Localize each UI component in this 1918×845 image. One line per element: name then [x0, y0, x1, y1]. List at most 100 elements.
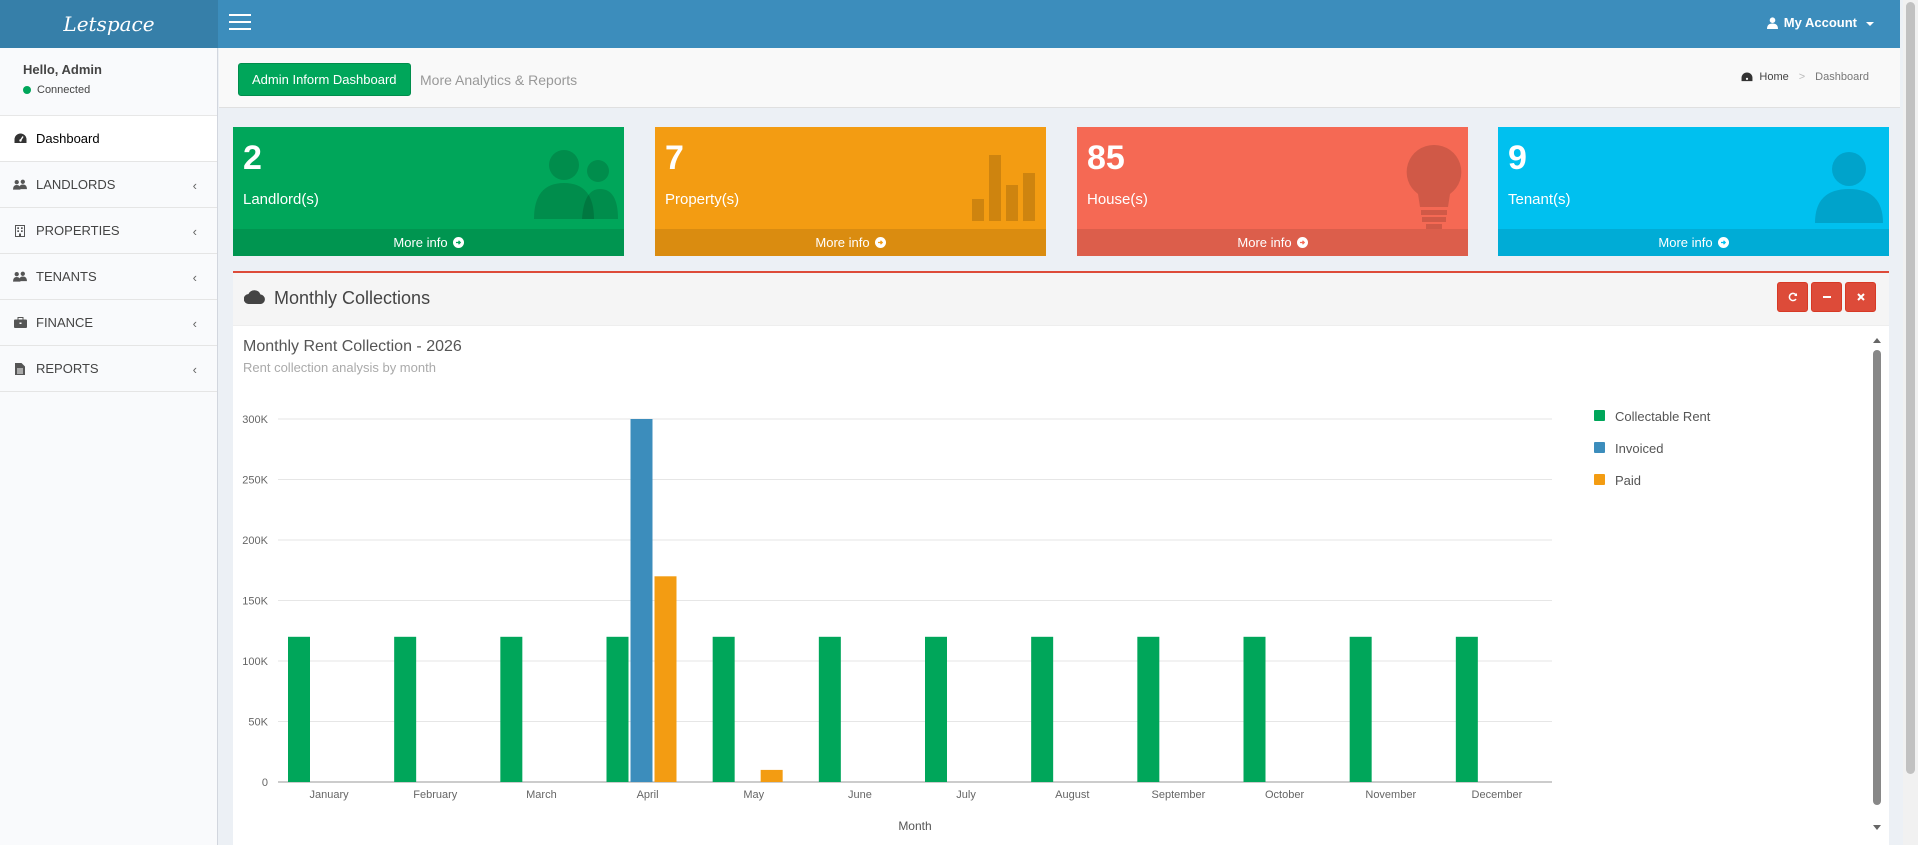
sidebar-item-finance[interactable]: FINANCE ‹ — [0, 300, 217, 346]
x-axis-label: Month — [898, 819, 931, 833]
legend-swatch — [1594, 474, 1605, 485]
briefcase-icon — [13, 317, 27, 329]
my-account-label: My Account — [1783, 15, 1857, 30]
breadcrumb-separator: > — [1798, 71, 1806, 83]
stat-value: 2 — [243, 139, 262, 177]
scrollbar-thumb[interactable] — [1873, 350, 1881, 805]
x-tick-label: December — [1472, 789, 1523, 801]
cloud-icon — [244, 290, 265, 304]
sidebar-item-label: FINANCE — [36, 315, 94, 330]
more-info-label: More info — [1658, 235, 1713, 250]
refresh-icon — [1788, 292, 1797, 302]
panel-title: Monthly Collections — [274, 288, 431, 308]
legend-label: Collectable Rent — [1615, 409, 1711, 424]
dashboard-icon — [13, 133, 27, 145]
x-tick-label: August — [1055, 789, 1089, 801]
chevron-left-icon: ‹ — [192, 316, 197, 331]
chevron-left-icon: ‹ — [192, 178, 197, 193]
sidebar-item-properties[interactable]: PROPERTIES ‹ — [0, 208, 217, 254]
legend-swatch — [1594, 410, 1605, 421]
more-info-label: More info — [1237, 235, 1292, 250]
building-icon — [13, 224, 27, 237]
sidebar-item-dashboard[interactable]: Dashboard — [0, 116, 217, 162]
arrow-circle-right-icon — [874, 237, 886, 248]
chevron-left-icon: ‹ — [192, 270, 197, 285]
legend-label: Paid — [1615, 473, 1641, 488]
chevron-left-icon: ‹ — [192, 362, 197, 377]
panel-header: Monthly Collections — [233, 273, 1889, 326]
more-info-link[interactable]: More info — [233, 229, 624, 256]
x-tick-label: October — [1265, 789, 1304, 801]
bar-chart-icon — [972, 155, 1035, 221]
chart-scrollbar[interactable] — [1872, 338, 1882, 830]
stat-box-tenants: 9 Tenant(s) More info — [1498, 127, 1889, 256]
content-header: Admin Inform Dashboard More Analytics & … — [219, 48, 1900, 108]
bar-collectable-rent — [1243, 636, 1266, 782]
y-tick-label: 0 — [262, 777, 268, 789]
bar-collectable-rent — [1455, 636, 1478, 782]
arrow-circle-right-icon — [452, 237, 464, 248]
breadcrumb-home-link[interactable]: Home — [1759, 71, 1789, 83]
x-tick-label: April — [637, 789, 659, 801]
window-scrollbar-thumb[interactable] — [1906, 2, 1915, 774]
y-tick-label: 250K — [242, 475, 268, 487]
stat-label: Landlord(s) — [243, 191, 319, 208]
sidebar-item-tenants[interactable]: TENANTS ‹ — [0, 254, 217, 300]
window-scrollbar[interactable] — [1903, 0, 1918, 845]
users-icon — [13, 179, 27, 191]
x-tick-label: January — [310, 789, 350, 801]
sidebar: Hello, Admin Connected Dashboard LANDLOR… — [0, 48, 218, 845]
monthly-collections-chart: 0 50K 100K 150K 200K 250K 300K January February M… — [242, 409, 1711, 833]
admin-inform-dashboard-button[interactable]: Admin Inform Dashboard — [238, 63, 411, 96]
legend-swatch — [1594, 442, 1605, 453]
users-icon — [534, 150, 618, 219]
arrow-circle-right-icon — [1717, 237, 1729, 248]
more-info-link[interactable]: More info — [1498, 229, 1889, 256]
sidebar-item-landlords[interactable]: LANDLORDS ‹ — [0, 162, 217, 208]
sidebar-item-label: PROPERTIES — [36, 223, 120, 238]
bar-paid — [760, 769, 783, 782]
x-tick-label: February — [413, 789, 458, 801]
user-status: Connected — [23, 84, 217, 96]
stat-box-landlords: 2 Landlord(s) More info — [233, 127, 624, 256]
bar-collectable-rent — [1137, 636, 1160, 782]
sidebar-toggle-icon[interactable] — [229, 14, 251, 32]
user-greeting: Hello, Admin — [23, 62, 102, 77]
sidebar-item-label: LANDLORDS — [36, 177, 116, 192]
stat-box-houses: 85 House(s) More info — [1077, 127, 1468, 256]
scroll-down-icon[interactable] — [1873, 825, 1881, 830]
more-info-link[interactable]: More info — [655, 229, 1046, 256]
sidebar-item-label: Dashboard — [36, 131, 100, 146]
bar-collectable-rent — [1349, 636, 1372, 782]
breadcrumb: Home > Dashboard — [1741, 71, 1869, 83]
refresh-button[interactable] — [1777, 282, 1808, 312]
app-logo[interactable]: Letspace — [0, 0, 218, 48]
lightbulb-icon — [1406, 145, 1462, 229]
close-button[interactable] — [1845, 282, 1876, 312]
stat-box-properties: 7 Property(s) More info — [655, 127, 1046, 256]
legend-label: Invoiced — [1615, 441, 1663, 456]
chevron-left-icon: ‹ — [192, 224, 197, 239]
bar-collectable-rent — [712, 636, 735, 782]
collapse-button[interactable] — [1811, 282, 1842, 312]
my-account-menu[interactable]: My Account — [1766, 15, 1874, 30]
user-panel: Hello, Admin Connected — [0, 48, 217, 116]
x-tick-label: June — [848, 789, 872, 801]
more-info-link[interactable]: More info — [1077, 229, 1468, 256]
more-analytics-link[interactable]: More Analytics & Reports — [420, 72, 578, 88]
bar-collectable-rent — [925, 636, 947, 782]
close-icon — [1856, 293, 1865, 301]
stat-value: 85 — [1087, 139, 1125, 177]
scroll-up-icon[interactable] — [1873, 338, 1881, 343]
x-tick-label: September — [1152, 789, 1206, 801]
chart-title: Monthly Rent Collection - 2026 — [243, 338, 462, 355]
breadcrumb-current: Dashboard — [1815, 71, 1869, 83]
top-navbar: My Account — [218, 0, 1900, 48]
x-tick-label: March — [526, 789, 557, 801]
arrow-circle-right-icon — [1296, 237, 1308, 248]
stat-label: House(s) — [1087, 191, 1148, 208]
user-icon — [1766, 16, 1778, 29]
sidebar-item-reports[interactable]: REPORTS ‹ — [0, 346, 217, 392]
bar-invoiced — [630, 419, 653, 782]
caret-down-icon — [1866, 21, 1874, 26]
